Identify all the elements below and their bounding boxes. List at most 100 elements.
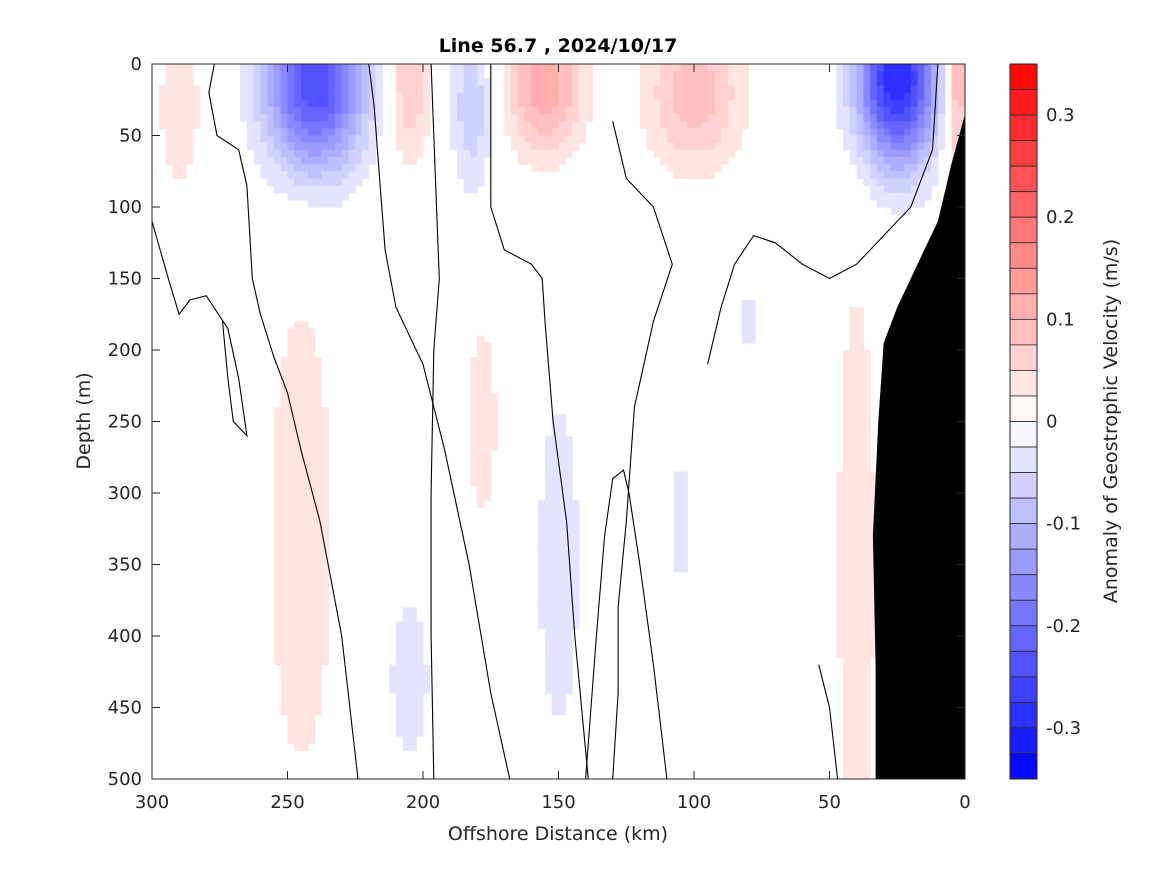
field-cell [368, 156, 377, 165]
field-cell [280, 507, 289, 516]
field-cell [694, 85, 702, 94]
field-cell [883, 156, 892, 165]
field-cell [517, 128, 526, 137]
field-cell [483, 457, 492, 465]
field-cell [849, 764, 858, 773]
field-cell [301, 543, 309, 551]
field-cell [572, 514, 580, 523]
field-cell [524, 156, 533, 165]
field-cell [355, 106, 363, 115]
field-cell [246, 71, 255, 79]
field-cell [721, 121, 729, 129]
field-cell [158, 106, 167, 115]
field-cell [185, 142, 194, 151]
field-cell [551, 636, 560, 644]
field-cell [565, 614, 573, 623]
field-cell [463, 142, 472, 151]
field-cell [551, 514, 560, 523]
field-cell [301, 164, 309, 172]
field-cell [450, 121, 458, 129]
field-cell [843, 714, 851, 723]
field-cell [409, 736, 417, 744]
field-cell [301, 686, 309, 694]
field-cell [321, 528, 329, 537]
field-cell [904, 199, 912, 208]
field-cell [558, 142, 566, 151]
field-cell [172, 106, 180, 115]
field-cell [287, 428, 295, 437]
field-cell [843, 135, 851, 144]
field-cell [172, 171, 180, 179]
field-cell [551, 421, 560, 430]
field-cell [301, 85, 309, 94]
field-cell [483, 78, 492, 87]
field-cell [876, 114, 885, 122]
field-cell [355, 156, 363, 165]
field-cell [849, 550, 858, 558]
field-cell [280, 435, 289, 444]
field-cell [565, 135, 573, 144]
field-cell [572, 106, 580, 115]
field-cell [660, 149, 668, 158]
field-cell [856, 493, 864, 501]
field-cell [504, 99, 512, 108]
field-cell [551, 99, 560, 108]
field-cell [321, 171, 329, 179]
field-cell [843, 636, 851, 644]
field-cell [870, 593, 878, 601]
field-cell [409, 85, 417, 94]
field-cell [863, 657, 871, 666]
field-cell [558, 700, 566, 709]
colorbar-tick-label: 0.2 [1046, 207, 1075, 228]
field-cell [890, 85, 898, 94]
field-cell [666, 99, 675, 108]
field-cell [870, 142, 878, 151]
field-cell [301, 671, 309, 680]
field-cell [470, 149, 478, 158]
field-cell [307, 178, 316, 187]
field-cell [179, 121, 187, 129]
field-cell [314, 371, 322, 380]
field-cell [551, 414, 560, 423]
field-cell [301, 478, 309, 487]
field-cell [863, 385, 871, 394]
field-cell [673, 507, 682, 516]
field-cell [287, 142, 295, 151]
field-cell [870, 636, 878, 644]
field-cell [843, 85, 851, 94]
field-cell [551, 521, 560, 530]
field-cell [856, 514, 864, 523]
field-cell [240, 99, 248, 108]
field-cell [470, 421, 478, 430]
field-cell [314, 550, 322, 558]
field-cell [253, 92, 261, 101]
field-cell [680, 99, 688, 108]
field-cell [876, 85, 885, 94]
field-cell [362, 85, 370, 94]
field-cell [490, 421, 499, 430]
field-cell [741, 114, 749, 122]
field-cell [572, 121, 580, 129]
field-cell [301, 328, 309, 337]
field-cell [551, 92, 560, 101]
field-cell [301, 442, 309, 451]
field-cell [653, 92, 661, 101]
field-cell [870, 507, 878, 516]
field-cell [653, 85, 661, 94]
field-cell [538, 149, 546, 158]
field-cell [639, 106, 648, 115]
field-cell [192, 121, 201, 129]
field-cell [470, 464, 478, 473]
field-cell [470, 435, 478, 444]
field-cell [748, 321, 756, 330]
field-cell [301, 385, 309, 394]
field-cell [565, 686, 573, 694]
field-cell [646, 99, 654, 108]
field-cell [849, 693, 858, 701]
field-cell [863, 736, 871, 744]
field-cell [863, 114, 871, 122]
field-cell [341, 71, 350, 79]
field-cell [843, 521, 851, 530]
field-cell [558, 657, 566, 666]
field-cell [572, 71, 580, 79]
